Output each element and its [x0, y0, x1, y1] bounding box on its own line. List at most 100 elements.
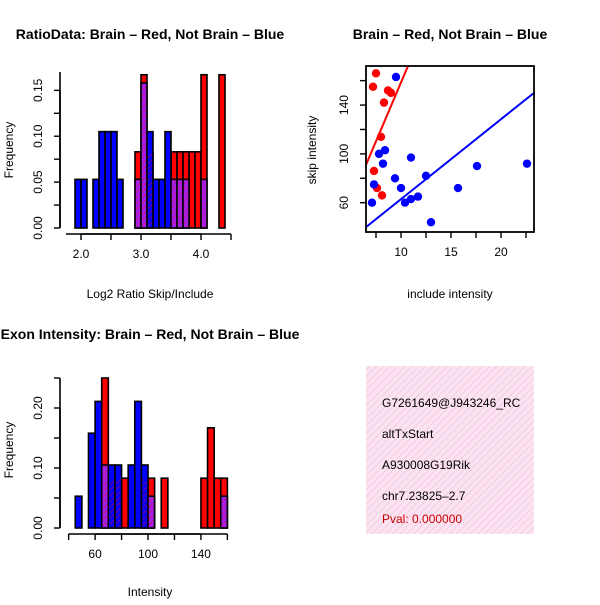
ratio-y-tick-label: 0.10	[31, 124, 45, 148]
scatter-point-blue	[396, 183, 406, 193]
ratio-y-tick-label: 0.05	[31, 170, 45, 194]
ratio-overlap-hatch	[142, 84, 146, 227]
info-pval: Pval: 0.000000	[382, 512, 462, 526]
scatter-y-tick-label: 100	[337, 144, 351, 164]
intensity-brain-bar	[200, 477, 209, 529]
intensity-not-brain-bar	[133, 400, 143, 529]
ratio-brain-bar	[194, 151, 202, 229]
scatter-point-blue	[406, 194, 416, 204]
intensity-overlap-hatch	[102, 466, 108, 527]
scatter-point-blue	[413, 192, 423, 201]
intensity-brain-bar	[206, 426, 215, 529]
scatter-y-axis-label: skip intensity	[305, 116, 319, 185]
info-line-event-id: G7261649@J943246_RC	[382, 396, 521, 410]
scatter-fit-line-blue	[366, 92, 534, 228]
intensity-x-tick-label: 140	[191, 547, 211, 561]
intensity-overlap-hatch	[142, 479, 148, 527]
intensity-y-tick-label: 0.20	[31, 396, 45, 420]
intensity-not-brain-bar	[87, 432, 96, 529]
ratio-x-tick-label: 3.0	[133, 247, 150, 261]
scatter-point-red	[376, 132, 386, 141]
intensity-brain-bar	[160, 477, 169, 529]
intensity-axes: 60 100 140 0.00 0.10 0.20	[31, 377, 229, 561]
intensity-y-tick-label: 0.10	[31, 456, 45, 480]
intensity-bars	[74, 377, 229, 529]
intensity-x-axis-label: Intensity	[128, 585, 173, 599]
scatter-point-red	[369, 166, 379, 176]
ratio-not-brain-bar	[110, 130, 118, 229]
scatter-x-tick-label: 15	[444, 245, 458, 259]
ratio-overlap-hatch	[178, 180, 182, 227]
intensity-overlap-hatch	[109, 479, 114, 527]
intensity-x-tick-label: 60	[88, 547, 102, 561]
scatter-point-red	[368, 82, 378, 91]
scatter-point-blue	[453, 183, 463, 193]
ratio-brain-bar	[218, 73, 226, 229]
ratio-not-brain-bar	[104, 130, 112, 229]
intensity-overlap-hatch	[115, 479, 121, 527]
ratio-x-axis-label: Log2 Ratio Skip/Include	[87, 287, 214, 301]
scatter-point-red	[371, 69, 381, 78]
ratio-overlap-hatch	[136, 180, 140, 227]
ratio-overlap-hatch	[148, 152, 152, 227]
ratio-overlap-hatch	[172, 180, 176, 227]
intensity-overlap-hatch	[221, 497, 227, 527]
intensity-y-tick-label: 0.00	[31, 516, 45, 540]
ratio-x-tick-label: 4.0	[193, 247, 210, 261]
intensity-brain-bar	[120, 477, 129, 529]
ratio-not-brain-bar	[164, 130, 172, 229]
scatter-point-blue	[426, 218, 436, 227]
ratio-histogram-panel: RatioData: Brain – Red, Not Brain – Blue…	[2, 26, 284, 301]
intensity-brain-bar	[213, 477, 222, 529]
scatter-point-red	[379, 98, 389, 107]
scatter-point-blue	[390, 174, 400, 183]
ratio-overlap-hatch	[202, 180, 206, 227]
scatter-plot: 10 15 20 60 100 140	[337, 65, 535, 259]
ratio-chart-title: RatioData: Brain – Red, Not Brain – Blue	[16, 26, 285, 42]
scatter-point-blue	[472, 161, 482, 171]
scatter-y-tick-label: 60	[337, 196, 351, 210]
scatter-point-blue	[391, 72, 401, 82]
intensity-not-brain-bar	[74, 495, 83, 529]
info-box	[366, 366, 534, 534]
info-panel: G7261649@J943246_RC altTxStart A930008G1…	[366, 366, 534, 534]
scatter-point-blue	[406, 153, 416, 162]
ratio-y-axis-label: Frequency	[2, 122, 16, 179]
scatter-point-blue	[378, 159, 388, 168]
ratio-not-brain-bar	[92, 178, 100, 229]
ratio-y-tick-label: 0.15	[31, 78, 45, 102]
info-line-gene: A930008G19Rik	[382, 458, 471, 472]
scatter-point-blue	[380, 146, 390, 155]
ratio-not-brain-bar	[116, 178, 124, 229]
ratio-axes: 2.0 3.0 4.0 0.00 0.05 0.10 0.15	[31, 72, 232, 261]
scatter-plot-area	[366, 66, 534, 228]
scatter-fit-line-red	[366, 66, 409, 166]
intensity-y-axis-label: Frequency	[2, 422, 16, 479]
intensity-not-brain-bar	[94, 400, 103, 529]
ratio-x-tick-label: 2.0	[73, 247, 90, 261]
scatter-point-red	[377, 191, 387, 200]
scatter-x-axis-label: include intensity	[407, 287, 492, 301]
scatter-point-blue	[522, 159, 532, 168]
ratio-y-tick-label: 0.00	[31, 216, 45, 240]
scatter-panel: Brain – Red, Not Brain – Blue 10 15 206010…	[305, 26, 547, 301]
intensity-x-tick-label: 100	[138, 547, 158, 561]
ratio-not-brain-bar	[80, 178, 88, 229]
scatter-chart-title: Brain – Red, Not Brain – Blue	[353, 26, 548, 42]
scatter-point-red	[386, 88, 396, 98]
scatter-y-tick-label: 140	[337, 95, 351, 115]
scatter-x-tick-label: 10	[394, 245, 408, 259]
ratio-not-brain-bar	[74, 178, 82, 229]
scatter-point-blue	[421, 171, 431, 181]
scatter-frame	[365, 65, 535, 233]
intensity-overlap-hatch	[149, 497, 154, 527]
intensity-chart-title: Exon Intensity: Brain – Red, Not Brain –…	[1, 326, 300, 342]
scatter-point-blue	[369, 180, 379, 189]
info-line-event-type: altTxStart	[382, 427, 434, 441]
scatter-point-blue	[374, 149, 384, 159]
intensity-histogram-panel: Exon Intensity: Brain – Red, Not Brain –…	[1, 326, 300, 599]
ratio-not-brain-bar	[152, 178, 160, 229]
scatter-point-blue	[367, 198, 377, 207]
